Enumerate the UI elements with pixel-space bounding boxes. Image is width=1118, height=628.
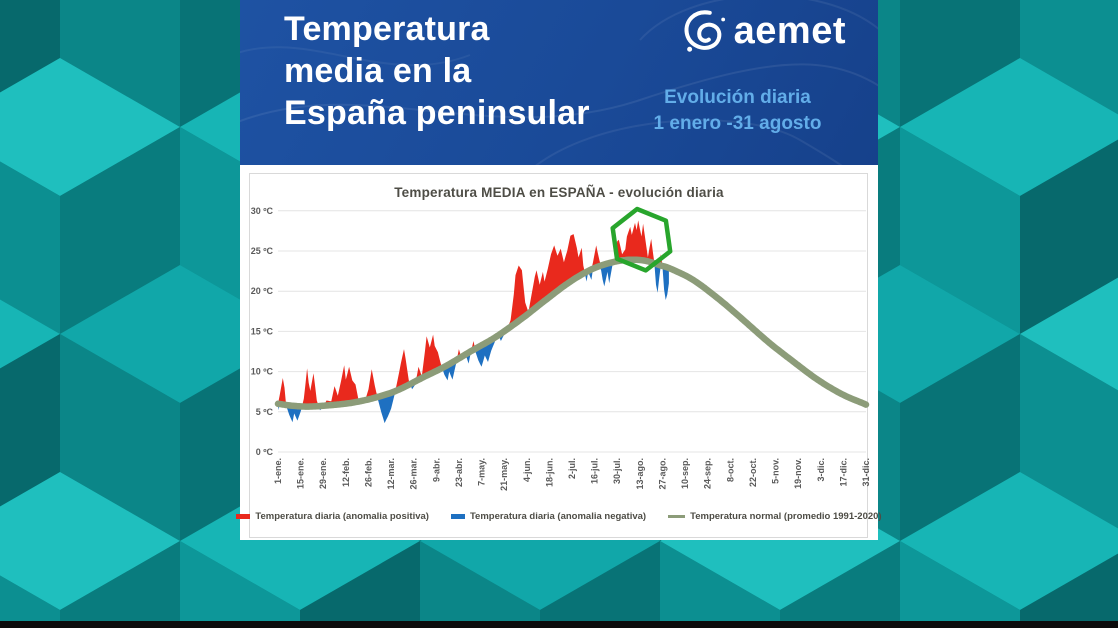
background-cube [1020,0,1118,115]
x-tick-label: 4-jun. [522,458,532,482]
x-tick-label: 24-sep. [703,458,713,489]
contour-lines-decoration [240,0,878,165]
legend-label: Temperatura diaria (anomalia positiva) [255,511,429,522]
x-tick-label: 13-ago. [635,458,645,490]
card-title-line-1: Temperatura [284,10,490,48]
card-title-line-3: España peninsular [284,94,590,132]
x-tick-label: 3-dic. [816,458,826,482]
x-tick-label: 18-jun. [544,458,554,487]
x-tick-label: 21-may. [499,458,509,491]
x-tick-label: 17-dic. [838,458,848,487]
legend-item-positive-anomaly: Temperatura diaria (anomalia positiva) [236,511,429,522]
x-tick-label: 15-ene. [296,458,306,489]
y-tick-label: 0 ºC [256,447,274,457]
x-tick-label: 29-ene. [318,458,328,489]
background-cube [0,0,60,93]
card-subtitle: Evolución diaria 1 enero -31 agosto [615,85,860,137]
chart-title: Temperatura MEDIA en ESPAÑA - evolución … [394,185,724,200]
background-cube [0,472,180,628]
x-tick-label: 26-feb. [363,458,373,487]
legend-item-negative-anomaly: Temperatura diaria (anomalia negativa) [450,511,647,522]
x-tick-label: 16-jul. [590,458,600,484]
x-tick-label: 9-abr. [431,458,441,482]
aemet-swirl-icon [684,10,725,52]
normal-temperature-line [274,256,870,410]
card-header: Temperatura media en la España peninsula… [240,0,878,165]
legend-label: Temperatura diaria (anomalia negativa) [469,511,647,522]
heat-peak-hexagon-annotation [610,206,673,273]
positive-anomaly-swatch [236,514,251,519]
chart-legend: Temperatura diaria (anomalia positiva) T… [236,511,882,522]
x-tick-label: 12-mar. [386,458,396,490]
aemet-logo-text: aemet [733,9,846,52]
x-tick-label: 2-jul. [567,458,577,479]
card-subtitle-line-1: Evolución diaria [664,87,811,108]
y-tick-label: 15 ºC [251,326,274,336]
x-tick-label: 26-mar. [409,458,419,490]
legend-item-normal-temperature: Temperatura normal (promedio 1991-2020) [668,511,882,522]
x-tick-label: 30-jul. [612,458,622,484]
x-axis-labels: 1-ene. 15-ene. 29-ene. 12-feb. 26-feb. 12-mar… [273,458,871,491]
card-title-line-2: media en la [284,52,472,90]
card-title: Temperatura media en la España peninsula… [284,8,590,134]
x-tick-label: 19-nov. [793,458,803,489]
card-subtitle-line-2: 1 enero -31 agosto [653,113,822,134]
chart-block: 0 ºC 5 ºC 10 ºC 15 ºC 20 ºC 25 ºC 30 ºC 1-ene. 1… [236,165,882,540]
x-tick-label: 10-sep. [680,458,690,489]
x-tick-label: 8-oct. [725,458,735,482]
y-tick-label: 5 ºC [256,407,274,417]
normal-temperature-swatch [668,515,686,518]
x-tick-label: 31-dic. [861,458,871,487]
x-tick-label: 12-feb. [341,458,351,487]
background-cube [0,299,60,507]
x-tick-label: 5-nov. [771,458,781,484]
y-axis-labels: 0 ºC 5 ºC 10 ºC 15 ºC 20 ºC 25 ºC 30 ºC [251,206,274,457]
infographic-card: Temperatura media en la España peninsula… [236,0,882,540]
bottom-bar [0,621,1118,628]
y-tick-label: 30 ºC [251,206,274,216]
y-tick-label: 10 ºC [251,367,274,377]
positive-anomaly-area [278,220,669,407]
background-cube [1020,277,1118,529]
legend-label: Temperatura normal (promedio 1991-2020) [690,511,882,522]
x-tick-label: 7-may. [477,458,487,486]
x-tick-label: 1-ene. [273,458,283,484]
background-cube [900,472,1118,628]
y-tick-label: 20 ºC [251,286,274,296]
x-tick-label: 27-ago. [657,458,667,490]
chart-frame-border [249,173,868,538]
gridlines [278,210,866,453]
aemet-logo: aemet [681,7,846,55]
x-tick-label: 23-abr. [454,458,464,487]
negative-anomaly-swatch [450,514,465,519]
y-tick-label: 25 ºC [251,246,274,256]
x-tick-label: 22-oct. [748,458,758,487]
